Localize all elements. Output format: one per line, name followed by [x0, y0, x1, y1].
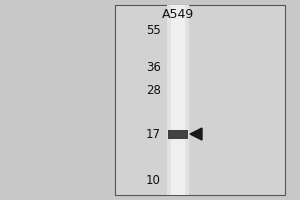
Text: 55: 55 — [146, 24, 161, 37]
Text: 10: 10 — [146, 174, 161, 187]
Bar — [115, 5, 285, 195]
Text: 36: 36 — [146, 61, 161, 74]
Text: A549: A549 — [162, 7, 194, 21]
Polygon shape — [190, 128, 202, 140]
Text: 17: 17 — [146, 128, 161, 141]
Bar — [171, 5, 185, 195]
Bar — [168, 130, 188, 139]
Text: 28: 28 — [146, 84, 161, 97]
Bar — [167, 5, 189, 195]
